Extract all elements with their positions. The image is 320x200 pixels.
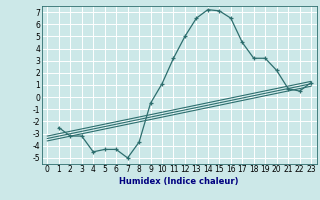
X-axis label: Humidex (Indice chaleur): Humidex (Indice chaleur) (119, 177, 239, 186)
